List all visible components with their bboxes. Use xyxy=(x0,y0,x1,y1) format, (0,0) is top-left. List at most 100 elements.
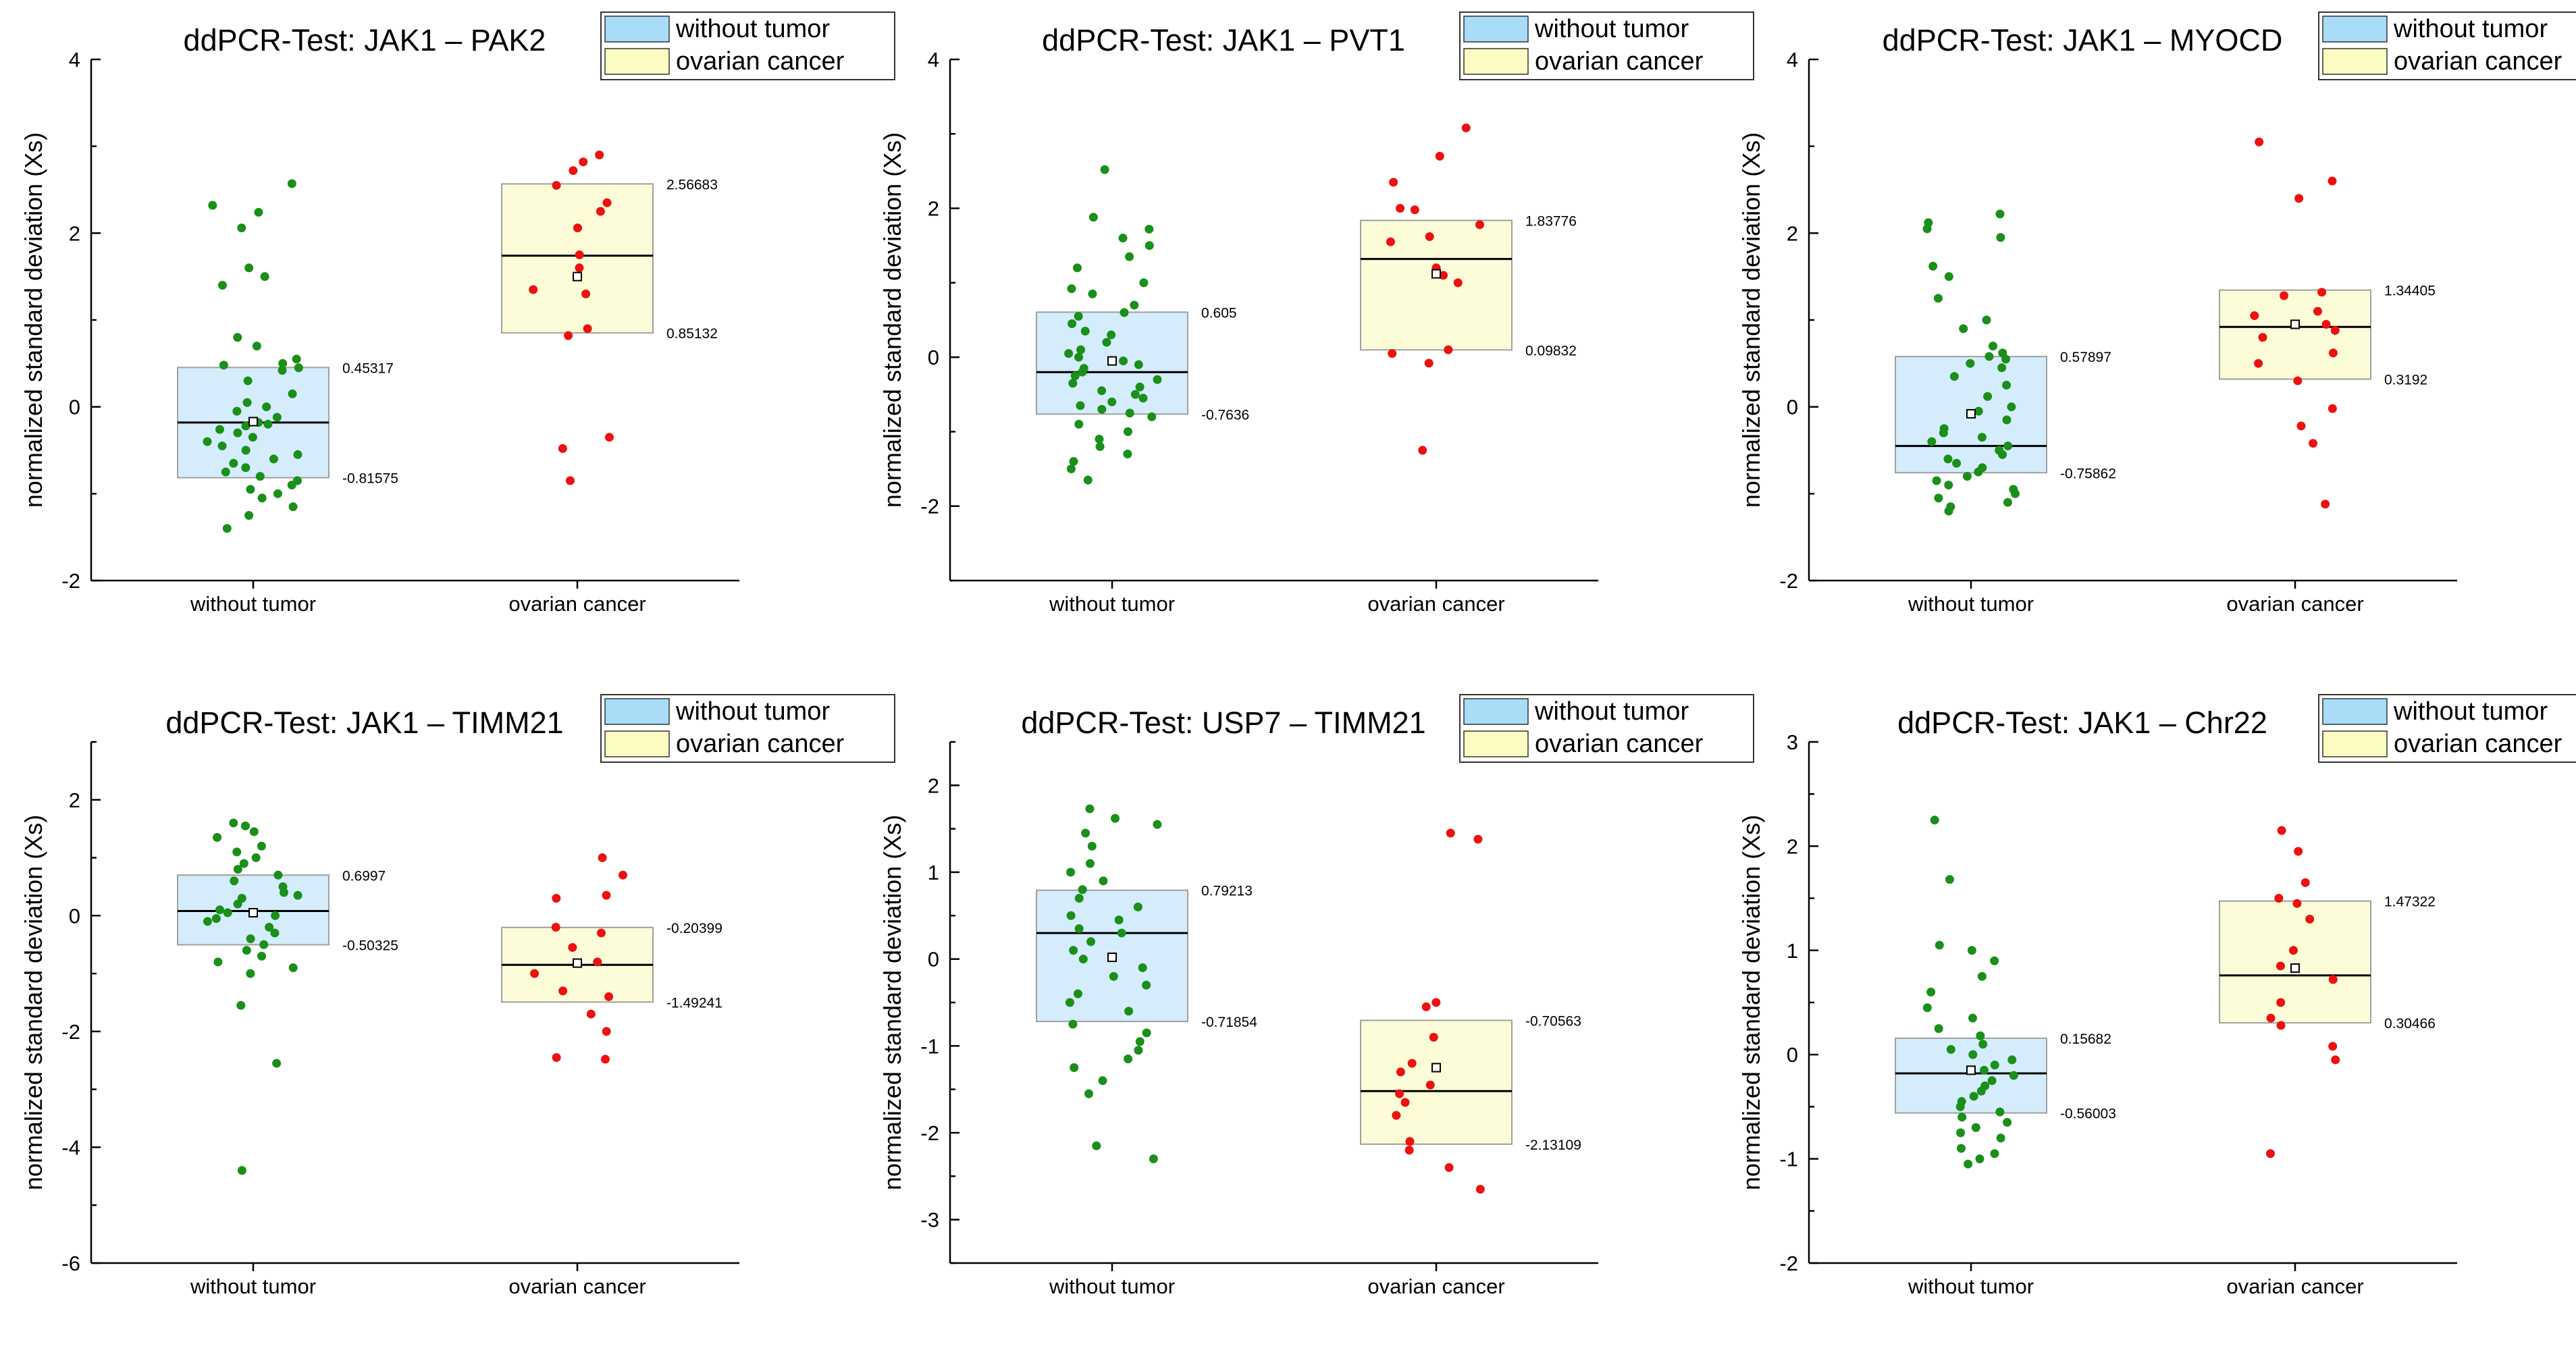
mean-marker xyxy=(1107,356,1117,366)
data-point xyxy=(1955,1102,1965,1111)
y-tick-label: 4 xyxy=(1787,48,1798,72)
box-bottom-label: -0.50325 xyxy=(342,938,398,954)
data-point xyxy=(1080,327,1090,336)
legend-label: without tumor xyxy=(1534,697,1689,726)
chart-svg: ddPCR-Test: USP7 – TIMM21 normalized stan… xyxy=(878,694,1754,1298)
legend-label: ovarian cancer xyxy=(2394,47,2562,76)
data-point xyxy=(1109,971,1118,981)
data-point xyxy=(1068,379,1078,388)
data-point xyxy=(2276,998,2286,1007)
data-point xyxy=(1956,1144,1966,1153)
data-point xyxy=(558,444,567,453)
y-tick-label: 4 xyxy=(928,48,939,72)
y-tick-label: 2 xyxy=(69,788,80,812)
data-point xyxy=(586,1009,596,1019)
data-point xyxy=(269,454,278,464)
data-point xyxy=(1074,894,1084,903)
data-point xyxy=(1085,859,1095,868)
data-point xyxy=(1969,1092,1978,1101)
data-point xyxy=(2321,500,2330,509)
y-tick-label: 4 xyxy=(69,48,80,72)
data-point xyxy=(1473,834,1483,844)
data-point xyxy=(270,928,280,938)
y-tick-label: -4 xyxy=(61,1135,80,1159)
data-point xyxy=(1934,1024,1943,1034)
y-tick-label: 2 xyxy=(69,221,80,245)
y-tick-label: 2 xyxy=(1787,834,1798,858)
mean-marker xyxy=(2290,319,2300,329)
x-category-label: ovarian cancer xyxy=(2226,592,2363,616)
data-point xyxy=(223,908,232,917)
data-point xyxy=(1425,232,1434,241)
data-point xyxy=(1943,454,1953,464)
data-point xyxy=(292,354,301,364)
data-point xyxy=(2276,961,2285,971)
box-bottom-label: 0.3192 xyxy=(2384,373,2427,388)
data-point xyxy=(2313,306,2322,316)
data-point xyxy=(1998,450,2007,459)
box-bottom-label: -0.81575 xyxy=(342,471,398,487)
data-point xyxy=(1064,349,1074,358)
data-point xyxy=(1087,841,1097,851)
data-point xyxy=(600,1054,610,1064)
chart-title: ddPCR-Test: JAK1 – PVT1 xyxy=(1042,23,1405,57)
data-point xyxy=(1145,241,1154,250)
data-point xyxy=(1424,358,1434,368)
data-point xyxy=(1979,1065,1989,1075)
data-point xyxy=(1145,224,1154,234)
data-point xyxy=(248,433,257,442)
data-point xyxy=(1461,123,1471,132)
data-point xyxy=(1475,1185,1485,1194)
data-point xyxy=(565,476,575,485)
data-point xyxy=(1967,946,1976,955)
y-tick-label: 2 xyxy=(1787,221,1798,245)
data-point xyxy=(1945,875,1954,884)
data-point xyxy=(1418,446,1427,455)
data-point xyxy=(1990,1149,1999,1158)
data-point xyxy=(2328,1042,2338,1051)
data-point xyxy=(230,876,239,886)
box-bottom-label: -1.49241 xyxy=(666,995,722,1011)
data-point xyxy=(2328,975,2338,984)
data-point xyxy=(1074,311,1083,321)
data-point xyxy=(1959,324,1968,333)
data-point xyxy=(237,223,246,233)
box-top-label: 0.45317 xyxy=(342,360,394,376)
legend-swatch-without-tumor xyxy=(2322,698,2388,725)
data-point xyxy=(252,342,261,351)
legend: without tumor ovarian cancer xyxy=(1459,11,1754,80)
box xyxy=(1360,1019,1513,1145)
data-point xyxy=(1153,375,1162,384)
data-point xyxy=(1984,352,1994,361)
data-point xyxy=(604,433,614,442)
data-point xyxy=(1926,988,1936,997)
data-point xyxy=(604,992,614,1001)
data-point xyxy=(1949,372,1959,381)
data-point xyxy=(1939,428,1948,437)
box-top-label: 0.6997 xyxy=(342,868,386,884)
data-point xyxy=(1971,1123,1980,1132)
data-point xyxy=(1966,358,1975,368)
data-point xyxy=(1996,1133,2005,1143)
data-point xyxy=(1130,300,1139,310)
box xyxy=(2219,289,2371,380)
data-point xyxy=(602,890,611,900)
data-point xyxy=(2274,894,2284,903)
data-point xyxy=(1118,234,1128,243)
legend-swatch-ovarian-cancer xyxy=(2322,730,2388,757)
data-point xyxy=(241,421,251,431)
data-point xyxy=(1421,1002,1431,1011)
data-point xyxy=(530,969,540,978)
legend: without tumor ovarian cancer xyxy=(2318,11,2576,80)
y-axis-label: normalized standard deviation (Xs) xyxy=(1737,815,1765,1190)
data-point xyxy=(1975,1154,1984,1164)
data-point xyxy=(280,888,289,897)
legend-label: without tumor xyxy=(675,697,830,726)
chart-panel-2: ddPCR-Test: JAK1 – PVT1 normalized standa… xyxy=(859,0,1754,682)
data-point xyxy=(1074,352,1084,362)
data-point xyxy=(1139,278,1149,288)
data-point xyxy=(552,181,561,190)
chart-svg: ddPCR-Test: JAK1 – PVT1 normalized standa… xyxy=(878,11,1754,616)
data-point xyxy=(1073,989,1082,998)
data-point xyxy=(558,986,568,996)
